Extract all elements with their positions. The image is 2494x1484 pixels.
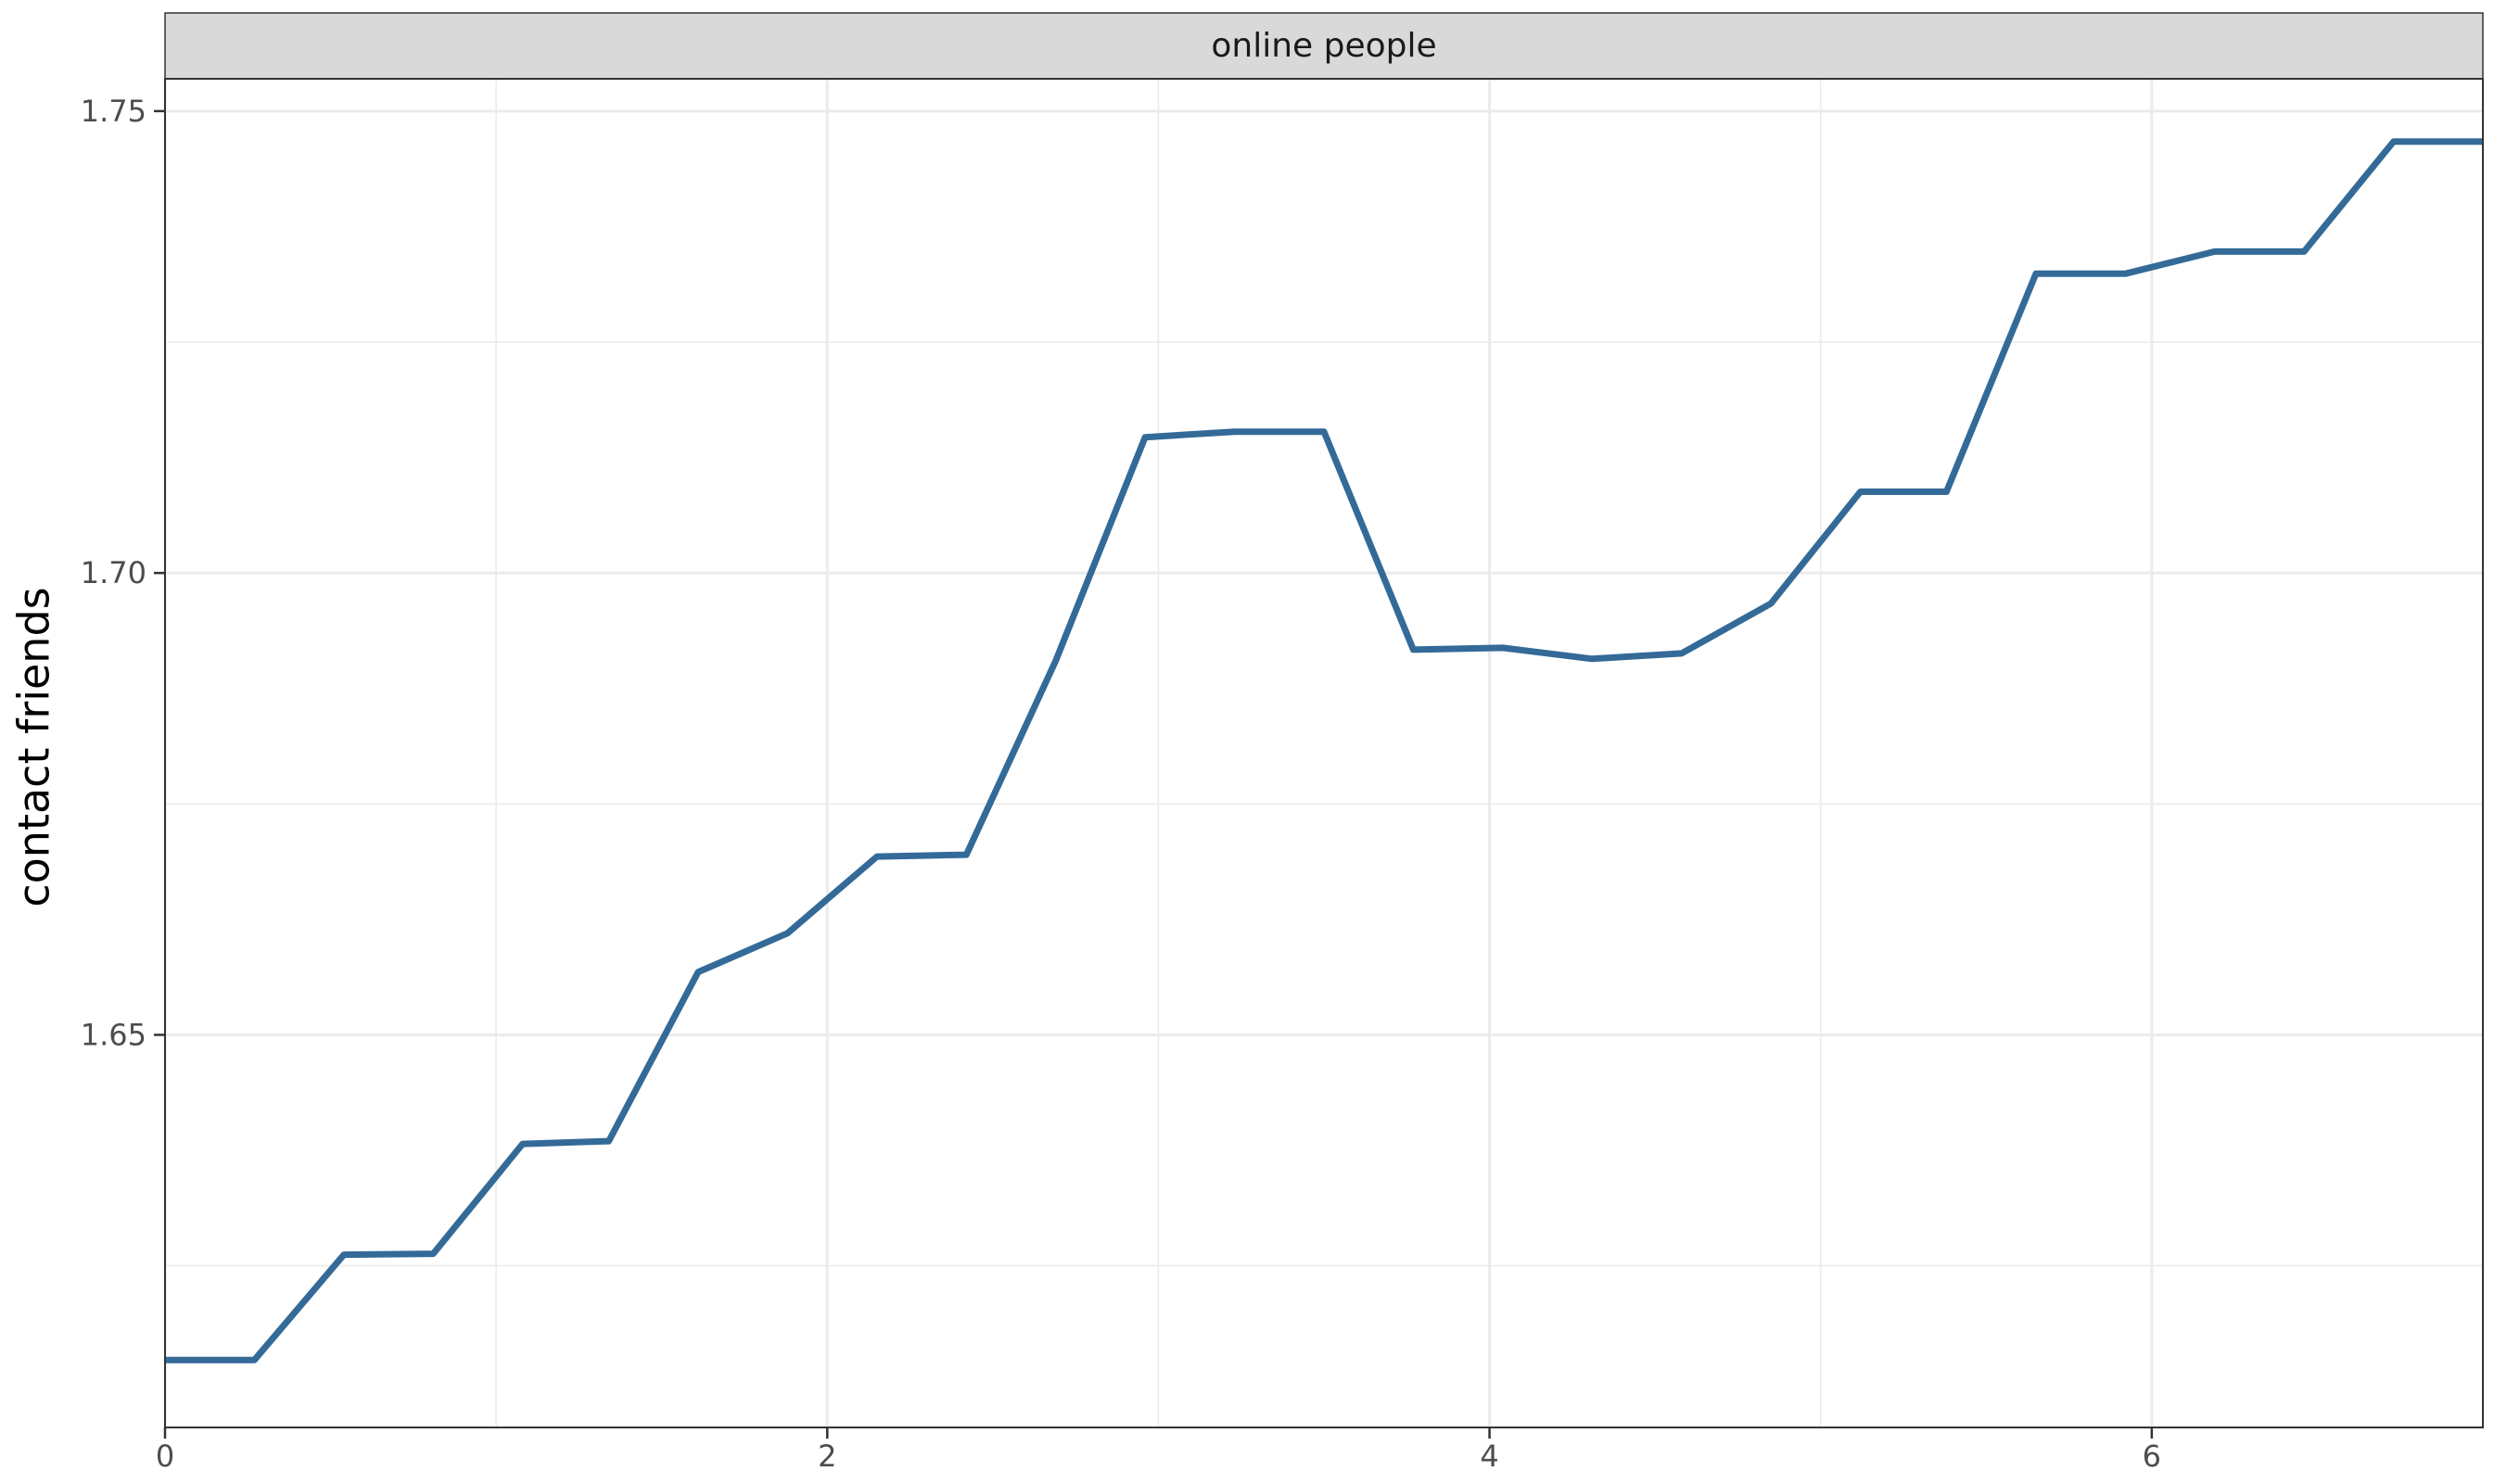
y-tick-label: 1.70 bbox=[81, 555, 146, 590]
y-axis-title: contact friends bbox=[9, 587, 59, 907]
series-layer bbox=[165, 138, 2483, 1364]
facet-strip-label: online people bbox=[1211, 27, 1436, 65]
facet-strip: online people bbox=[164, 12, 2484, 80]
axes: 0 2 4 6 1.65 1.70 1.75 bbox=[81, 78, 2484, 1474]
x-tick-label: 6 bbox=[2143, 1439, 2161, 1474]
x-tick-label: 2 bbox=[818, 1439, 836, 1474]
y-tick-label: 1.65 bbox=[81, 1017, 146, 1052]
facet-strip-background bbox=[164, 12, 2484, 80]
plot-panel-border bbox=[164, 78, 2484, 1428]
x-tick-label: 0 bbox=[156, 1439, 174, 1474]
series-line-0 bbox=[165, 138, 2483, 1364]
grid-lines bbox=[163, 79, 2483, 1427]
y-tick-label: 1.75 bbox=[81, 94, 146, 129]
x-tick-label: 4 bbox=[1480, 1439, 1498, 1474]
